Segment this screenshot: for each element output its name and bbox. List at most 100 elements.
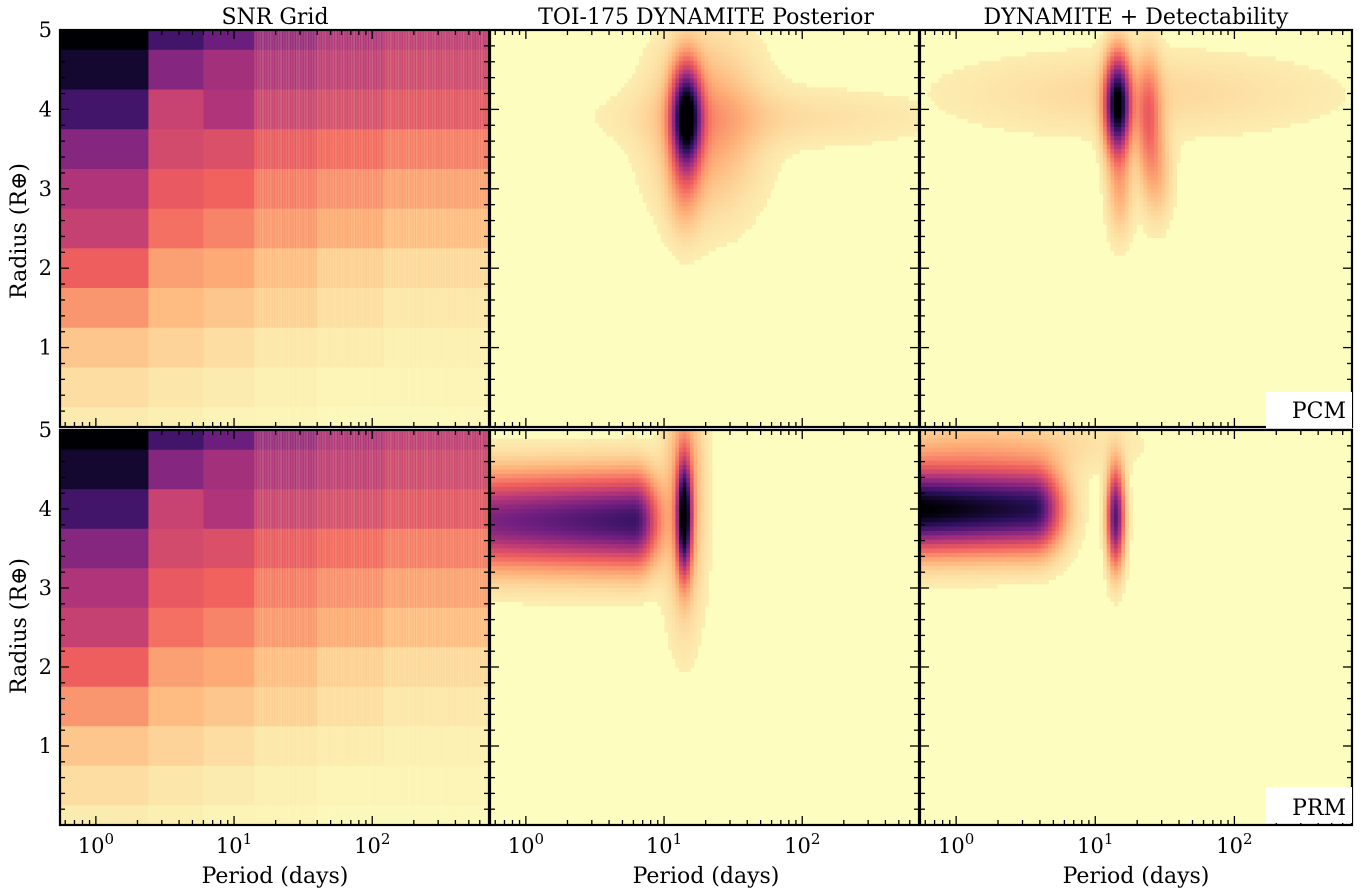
density-cell [682, 82, 688, 89]
density-cell [671, 179, 677, 186]
density-cell [1117, 60, 1123, 66]
density-cell [1157, 135, 1163, 141]
density-cell [664, 157, 669, 164]
density-cell [1165, 157, 1170, 164]
density-cell [1103, 52, 1108, 58]
density-cell [1103, 100, 1108, 106]
density-cell [1059, 78, 1064, 84]
density-cell [989, 65, 994, 71]
density-cell [1205, 127, 1210, 133]
density-cell [697, 171, 702, 177]
density-cell [1114, 127, 1119, 133]
density-cell [1128, 96, 1134, 102]
density-cell [722, 237, 728, 243]
density-cell [1161, 157, 1166, 164]
density-cell [715, 74, 720, 80]
density-cell [1055, 52, 1060, 58]
density-cell [1132, 202, 1137, 208]
density-cell [769, 118, 775, 124]
density-cell [649, 109, 655, 115]
density-cell [1289, 113, 1295, 119]
density-cell [1154, 202, 1159, 208]
snr-stripe [337, 30, 340, 427]
density-cell [660, 144, 666, 150]
density-cell [693, 52, 698, 58]
density-cell [693, 82, 698, 89]
density-cell [671, 118, 677, 124]
density-cell [784, 78, 789, 84]
density-cell [1103, 175, 1108, 181]
density-cell [1117, 153, 1123, 159]
density-cell [682, 74, 688, 80]
density-cell [875, 96, 880, 102]
density-cell [1165, 219, 1170, 225]
density-cell [820, 96, 826, 102]
density-cell [889, 131, 895, 137]
density-cell [1000, 118, 1005, 124]
density-cell [1103, 38, 1108, 44]
density-cell [693, 38, 698, 44]
density-cell [737, 184, 742, 190]
density-cell [1092, 140, 1097, 146]
density-cell [952, 96, 958, 102]
density-cell [1051, 109, 1057, 115]
density-cell [1128, 131, 1134, 137]
density-cell [784, 140, 789, 146]
density-cell [1132, 224, 1137, 230]
density-cell [1201, 78, 1207, 84]
density-cell [1051, 74, 1057, 80]
density-cell [809, 118, 815, 124]
density-cell [1161, 127, 1166, 133]
density-cell [773, 140, 778, 146]
density-cell [726, 69, 731, 75]
density-cell [1341, 91, 1346, 97]
density-cell [1084, 131, 1090, 137]
density-cell [769, 109, 775, 115]
density-cell [1300, 109, 1306, 115]
density-cell [599, 113, 604, 119]
density-cell [700, 122, 706, 128]
density-cell [1055, 82, 1060, 89]
density-cell [715, 100, 720, 106]
density-cell [668, 166, 673, 172]
density-cell [904, 104, 909, 111]
density-cell [1125, 38, 1130, 44]
density-cell [1179, 109, 1185, 115]
density-cell [809, 96, 815, 102]
density-cell [799, 118, 804, 124]
density-cell [897, 104, 902, 111]
density-cell [882, 118, 887, 124]
density-cell [1157, 96, 1163, 102]
density-cell [657, 162, 662, 168]
density-cell [697, 215, 702, 221]
density-cell [722, 232, 728, 239]
density-cell [762, 74, 768, 80]
density-cell [1007, 127, 1013, 133]
density-cell [868, 113, 873, 119]
density-cell [697, 193, 702, 199]
density-cell [996, 104, 1002, 111]
density-cell [1095, 96, 1101, 102]
density-cell [1146, 224, 1152, 230]
density-cell [1114, 219, 1119, 225]
density-cell [1125, 131, 1130, 137]
density-cell [1190, 65, 1196, 71]
density-cell [675, 237, 680, 243]
density-cell [1198, 131, 1203, 137]
density-cell [784, 82, 789, 89]
density-cell [635, 175, 640, 181]
density-cell [1245, 100, 1251, 106]
density-cell [708, 118, 713, 124]
density-cell [1146, 38, 1152, 44]
density-cell [1103, 215, 1108, 221]
density-cell [1311, 74, 1317, 80]
density-cell [1150, 60, 1156, 66]
density-cell [664, 82, 669, 89]
density-cell [693, 193, 698, 199]
density-cell [802, 87, 807, 93]
density-cell [1322, 78, 1328, 84]
density-cell [893, 96, 898, 102]
density-cell [1150, 43, 1156, 49]
density-cell [729, 228, 735, 234]
density-cell [722, 82, 728, 89]
